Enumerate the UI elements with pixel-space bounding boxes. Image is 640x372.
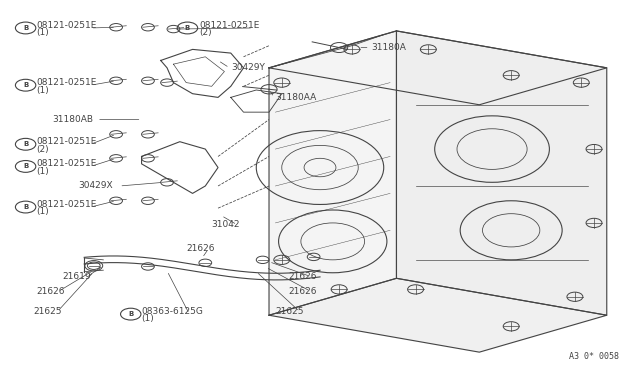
Text: B: B bbox=[23, 163, 28, 169]
Text: (1): (1) bbox=[36, 207, 49, 217]
Text: (1): (1) bbox=[36, 28, 49, 37]
Text: 21626: 21626 bbox=[288, 287, 317, 296]
Text: 21626: 21626 bbox=[186, 244, 214, 253]
Text: 21625: 21625 bbox=[275, 307, 304, 316]
Text: 21626: 21626 bbox=[288, 272, 317, 281]
Polygon shape bbox=[269, 31, 396, 315]
Text: 08121-0251E: 08121-0251E bbox=[199, 21, 259, 30]
Text: (1): (1) bbox=[141, 314, 154, 323]
Text: B: B bbox=[23, 82, 28, 88]
Polygon shape bbox=[269, 278, 607, 352]
Text: 30429Y: 30429Y bbox=[231, 63, 265, 72]
Text: 08121-0251E: 08121-0251E bbox=[36, 78, 97, 87]
Text: 08121-0251E: 08121-0251E bbox=[36, 137, 97, 146]
Text: 08121-0251E: 08121-0251E bbox=[36, 21, 97, 30]
Text: 08121-0251E: 08121-0251E bbox=[36, 200, 97, 209]
Text: B: B bbox=[23, 204, 28, 210]
Text: (1): (1) bbox=[36, 86, 49, 94]
Text: 31180A: 31180A bbox=[371, 43, 406, 52]
Text: 31042: 31042 bbox=[212, 220, 240, 229]
Text: 21626: 21626 bbox=[36, 287, 65, 296]
Text: 31180AA: 31180AA bbox=[275, 93, 317, 102]
Text: (1): (1) bbox=[36, 167, 49, 176]
Text: 21625: 21625 bbox=[33, 307, 61, 316]
Text: B: B bbox=[23, 141, 28, 147]
Text: B: B bbox=[128, 311, 133, 317]
Text: 31180AB: 31180AB bbox=[52, 115, 93, 124]
Text: (2): (2) bbox=[199, 28, 212, 37]
Text: 21619: 21619 bbox=[62, 272, 90, 281]
Text: B: B bbox=[23, 25, 28, 31]
Text: (2): (2) bbox=[36, 145, 49, 154]
Text: B: B bbox=[185, 25, 190, 31]
Text: 30429X: 30429X bbox=[78, 182, 113, 190]
Polygon shape bbox=[269, 31, 607, 105]
Text: 08121-0251E: 08121-0251E bbox=[36, 159, 97, 169]
Text: 08363-6125G: 08363-6125G bbox=[141, 307, 204, 316]
Polygon shape bbox=[396, 31, 607, 315]
Text: A3 0* 0058: A3 0* 0058 bbox=[570, 352, 620, 361]
